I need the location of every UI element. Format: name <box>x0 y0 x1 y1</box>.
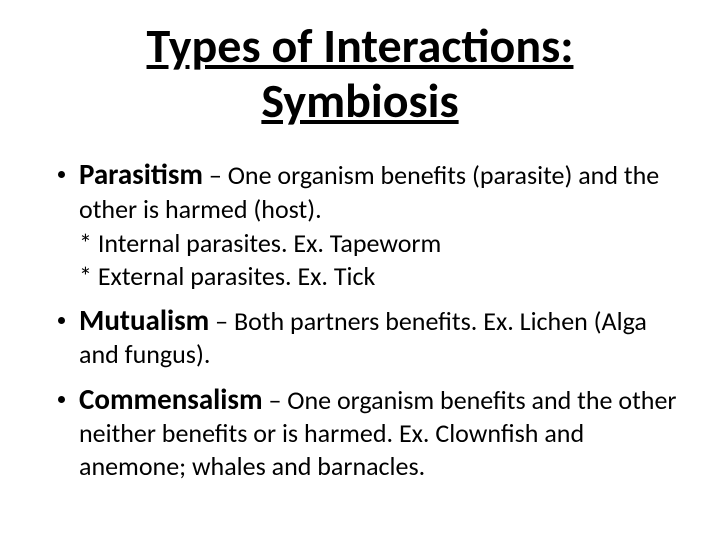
term: Parasitism <box>79 156 203 192</box>
slide-title: Types of Interactions: Symbiosis <box>40 18 680 128</box>
title-line-2: Symbiosis <box>40 73 680 128</box>
list-item: Parasitism – One organism benefits (para… <box>58 156 680 292</box>
list-item: Commensalism – One organism benefits and… <box>58 381 680 482</box>
bullet-list: Parasitism – One organism benefits (para… <box>40 156 680 482</box>
subline: * External parasites. Ex. Tick <box>79 260 680 293</box>
item-body: Mutualism – Both partners benefits. Ex. … <box>79 302 680 371</box>
term: Mutualism <box>79 302 209 338</box>
list-item: Mutualism – Both partners benefits. Ex. … <box>58 302 680 371</box>
bullet-icon <box>58 171 65 178</box>
subline: * Internal parasites. Ex. Tapeworm <box>79 227 680 260</box>
item-body: Commensalism – One organism benefits and… <box>79 381 680 482</box>
item-body: Parasitism – One organism benefits (para… <box>79 156 680 292</box>
title-line-1: Types of Interactions: <box>40 18 680 73</box>
bullet-icon <box>58 317 65 324</box>
bullet-icon <box>58 396 65 403</box>
sublines: * Internal parasites. Ex. Tapeworm * Ext… <box>79 227 680 292</box>
term: Commensalism <box>79 381 263 417</box>
